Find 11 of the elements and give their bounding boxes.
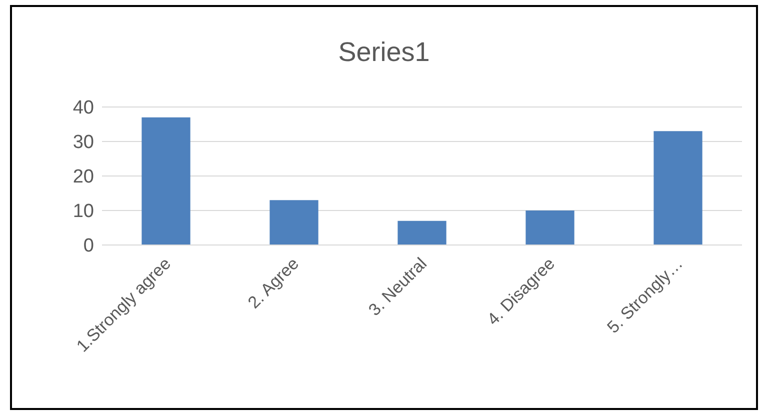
y-tick-label: 40 (72, 98, 94, 119)
bar (270, 200, 318, 245)
bar (654, 131, 702, 245)
y-tick-label: 30 (72, 132, 94, 154)
y-tick-label: 10 (72, 201, 94, 222)
chart-title: Series1 (337, 37, 431, 68)
y-tick-label: 0 (83, 236, 94, 257)
y-tick-label: 20 (72, 166, 94, 188)
bar (398, 220, 446, 245)
bar (142, 117, 190, 245)
bar (526, 210, 574, 245)
